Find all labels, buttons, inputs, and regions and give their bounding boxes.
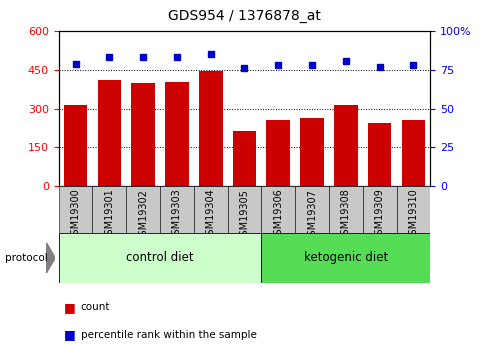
Bar [59,186,92,233]
Text: ■: ■ [63,300,75,314]
Bar [193,186,227,233]
Bar [333,105,357,186]
Text: ketogenic diet: ketogenic diet [303,252,387,264]
Bar [97,80,121,186]
Text: GSM19305: GSM19305 [239,189,249,241]
Polygon shape [46,243,55,273]
Text: protocol: protocol [5,253,47,263]
Bar [131,83,155,186]
Bar [160,186,193,233]
Bar [328,186,362,233]
Bar [232,131,256,186]
Bar [266,120,289,186]
Bar [165,81,188,186]
Text: GSM19303: GSM19303 [172,189,182,241]
Text: GSM19304: GSM19304 [205,189,215,241]
Bar [362,186,396,233]
Bar [396,186,429,233]
Bar [367,123,391,186]
Text: count: count [81,302,110,312]
Bar [401,120,425,186]
Bar [300,118,323,186]
Bar [261,233,429,283]
Text: GSM19302: GSM19302 [138,189,148,241]
Text: GSM19301: GSM19301 [104,189,114,241]
Bar [59,233,261,283]
Text: percentile rank within the sample: percentile rank within the sample [81,330,256,339]
Text: ■: ■ [63,328,75,341]
Text: GSM19306: GSM19306 [273,189,283,241]
Text: GSM19300: GSM19300 [70,189,81,241]
Bar [126,186,160,233]
Text: GSM19309: GSM19309 [374,189,384,241]
Bar [92,186,126,233]
Text: GSM19310: GSM19310 [407,189,418,241]
Bar [261,186,295,233]
Text: GDS954 / 1376878_at: GDS954 / 1376878_at [168,9,320,23]
Bar [63,105,87,186]
Text: GSM19308: GSM19308 [340,189,350,241]
Text: control diet: control diet [126,252,193,264]
Text: GSM19307: GSM19307 [306,189,316,241]
Bar [227,186,261,233]
Bar [199,71,222,186]
Bar [295,186,328,233]
